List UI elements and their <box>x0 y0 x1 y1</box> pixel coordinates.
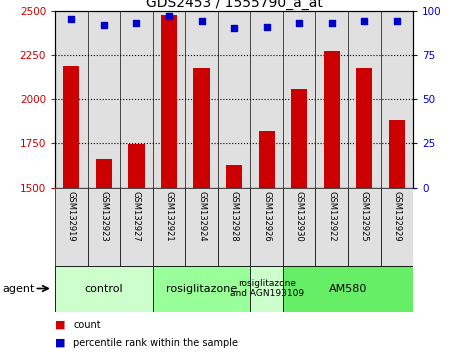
Point <box>198 18 205 24</box>
Bar <box>153 11 185 188</box>
Bar <box>250 266 283 312</box>
Point <box>296 20 303 26</box>
Bar <box>185 11 218 188</box>
Point <box>361 18 368 24</box>
Point <box>165 13 173 19</box>
Bar <box>348 11 381 188</box>
Title: GDS2453 / 1555790_a_at: GDS2453 / 1555790_a_at <box>146 0 323 10</box>
Bar <box>315 11 348 188</box>
Text: GSM132926: GSM132926 <box>262 191 271 241</box>
Text: GSM132919: GSM132919 <box>67 191 76 241</box>
Point <box>393 18 401 24</box>
Bar <box>218 188 250 266</box>
Text: count: count <box>73 320 101 330</box>
Text: control: control <box>84 284 123 293</box>
Bar <box>63 67 79 188</box>
Text: GSM132922: GSM132922 <box>327 191 336 241</box>
Bar <box>153 188 185 266</box>
Bar <box>283 188 315 266</box>
Text: ■: ■ <box>55 320 66 330</box>
Point <box>100 22 107 28</box>
Bar <box>258 131 275 188</box>
Text: GSM132925: GSM132925 <box>360 191 369 241</box>
Bar <box>381 11 413 188</box>
Bar <box>96 159 112 188</box>
Text: GSM132929: GSM132929 <box>392 191 401 241</box>
Point <box>328 20 336 26</box>
Bar <box>161 15 177 188</box>
Text: ■: ■ <box>55 338 66 348</box>
Bar <box>55 266 153 312</box>
Bar <box>291 89 308 188</box>
Bar <box>348 188 381 266</box>
Point <box>263 24 270 29</box>
Bar <box>250 11 283 188</box>
Bar <box>315 188 348 266</box>
Bar <box>88 188 120 266</box>
Bar <box>356 68 372 188</box>
Bar <box>129 144 145 188</box>
Point <box>230 25 238 31</box>
Bar <box>55 11 88 188</box>
Bar <box>250 188 283 266</box>
Bar <box>193 68 210 188</box>
Text: GSM132923: GSM132923 <box>100 191 108 241</box>
Bar <box>381 188 413 266</box>
Bar <box>226 165 242 188</box>
Bar <box>120 11 153 188</box>
Bar <box>120 188 153 266</box>
Text: rosiglitazone
and AGN193109: rosiglitazone and AGN193109 <box>230 279 304 298</box>
Bar <box>88 11 120 188</box>
Text: AM580: AM580 <box>329 284 367 293</box>
Text: GSM132927: GSM132927 <box>132 191 141 241</box>
Point <box>67 17 75 22</box>
Text: GSM132924: GSM132924 <box>197 191 206 241</box>
Bar <box>153 266 250 312</box>
Bar <box>283 266 413 312</box>
Bar <box>283 11 315 188</box>
Text: rosiglitazone: rosiglitazone <box>166 284 237 293</box>
Bar <box>389 120 405 188</box>
Bar <box>55 188 88 266</box>
Text: GSM132930: GSM132930 <box>295 191 304 241</box>
Text: agent: agent <box>2 284 35 293</box>
Point <box>133 20 140 26</box>
Bar <box>185 188 218 266</box>
Text: GSM132921: GSM132921 <box>164 191 174 241</box>
Bar <box>218 11 250 188</box>
Text: GSM132928: GSM132928 <box>230 191 239 241</box>
Bar <box>324 51 340 188</box>
Text: percentile rank within the sample: percentile rank within the sample <box>73 338 238 348</box>
